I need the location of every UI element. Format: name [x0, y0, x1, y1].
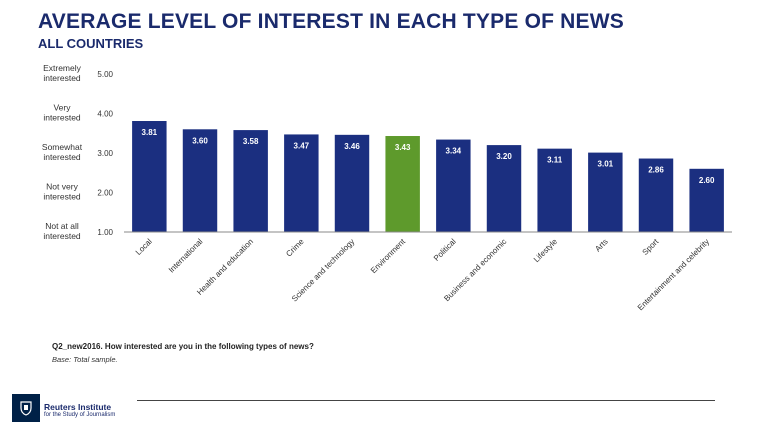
chart-title: AVERAGE LEVEL OF INTEREST IN EACH TYPE O…: [38, 10, 624, 33]
y-tick-label: 4.00: [97, 110, 113, 119]
y-category-label: interested: [43, 113, 81, 123]
brand-name: Reuters Institute: [44, 402, 112, 412]
footer-divider: [137, 400, 715, 401]
bar: [689, 168, 724, 232]
x-category-label: Health and education: [195, 237, 255, 297]
bar: [588, 152, 623, 232]
oxford-logo: [12, 394, 40, 422]
bar: [436, 139, 471, 232]
y-category-label: Extremely: [43, 63, 82, 73]
y-tick-label: 1.00: [97, 228, 113, 237]
y-category-label: Not very: [46, 182, 78, 192]
brand-block: Reuters Institute for the Study of Journ…: [44, 402, 115, 418]
bar-value-label: 3.01: [598, 160, 614, 169]
bar: [132, 121, 167, 232]
bar-value-label: 2.60: [699, 176, 715, 185]
y-tick-label: 3.00: [97, 149, 113, 158]
bar: [486, 145, 522, 232]
x-category-label: Lifestyle: [532, 237, 560, 265]
bar: [334, 134, 370, 232]
x-category-label: International: [167, 237, 205, 275]
y-category-label: interested: [43, 231, 81, 241]
bar: [385, 136, 420, 232]
y-category-label: interested: [43, 192, 81, 202]
bar-value-label: 3.46: [344, 142, 360, 151]
y-category-label: Somewhat: [42, 142, 83, 152]
x-category-label: Arts: [593, 237, 609, 253]
bar: [284, 134, 319, 232]
bar-value-label: 3.11: [547, 156, 563, 165]
brand-subtitle: for the Study of Journalism: [44, 412, 116, 418]
bar-value-label: 3.47: [294, 141, 310, 150]
bar-value-label: 2.86: [648, 166, 664, 175]
x-category-label: Local: [134, 237, 154, 257]
bar-value-label: 3.58: [243, 137, 259, 146]
x-category-label: Environment: [369, 237, 408, 276]
bar-value-label: 3.34: [446, 147, 462, 156]
y-tick-label: 2.00: [97, 189, 113, 198]
bar-value-label: 3.43: [395, 143, 411, 152]
crest-icon: [20, 401, 32, 416]
base-footnote: Base: Total sample.: [52, 355, 118, 364]
question-footnote: Q2_new2016. How interested are you in th…: [52, 342, 314, 351]
x-category-label: Political: [432, 237, 458, 263]
y-tick-label: 5.00: [97, 70, 113, 79]
bar-value-label: 3.20: [496, 152, 512, 161]
bar: [233, 130, 268, 232]
y-category-label: Not at all: [45, 221, 79, 231]
y-category-label: interested: [43, 73, 81, 83]
x-category-label: Sport: [641, 237, 661, 257]
bar: [537, 148, 572, 232]
y-category-label: interested: [43, 152, 81, 162]
bar: [182, 129, 218, 232]
bar-value-label: 3.81: [142, 128, 158, 137]
y-category-label: Very: [53, 103, 71, 113]
bar: [638, 158, 674, 232]
chart-subtitle: ALL COUNTRIES: [38, 36, 144, 51]
bar-value-label: 3.60: [192, 136, 208, 145]
x-category-label: Crime: [284, 237, 306, 259]
